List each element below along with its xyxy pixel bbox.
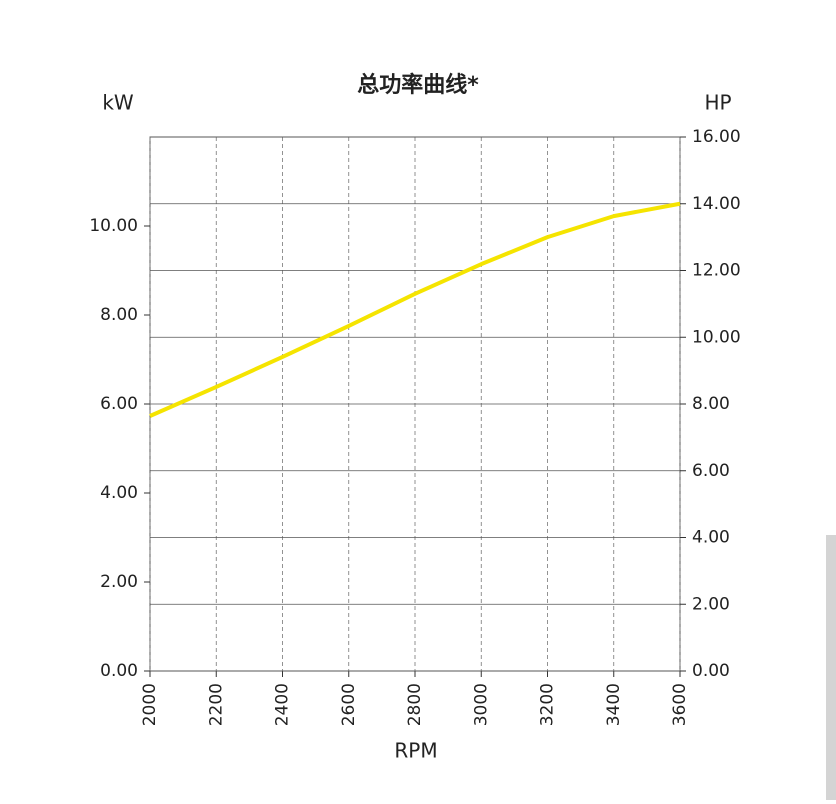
x-tick-label: 2200 bbox=[206, 683, 226, 726]
chart-title: 总功率曲线* bbox=[357, 72, 479, 98]
x-tick-label: 2400 bbox=[273, 683, 293, 726]
y-tick-label: 4.00 bbox=[100, 483, 138, 503]
y-tick-label: 10.00 bbox=[89, 216, 138, 236]
line bbox=[149, 201, 681, 418]
y2-tick-label: 2.00 bbox=[692, 594, 730, 614]
y2-axis-label: HP bbox=[704, 91, 731, 115]
y-axis-label: kW bbox=[102, 91, 134, 115]
x-tick-label: 2800 bbox=[405, 683, 425, 726]
y-tick-label: 2.00 bbox=[100, 572, 138, 592]
x-tick-label: 3600 bbox=[670, 683, 690, 726]
y2-tick-label: 16.00 bbox=[692, 127, 741, 147]
y-tick-label: 6.00 bbox=[100, 394, 138, 414]
y2-tick-label: 12.00 bbox=[692, 261, 741, 281]
scrollbar bbox=[826, 535, 836, 800]
x-tick-label: 2000 bbox=[140, 683, 160, 726]
x-tick-label: 2600 bbox=[339, 683, 359, 726]
x-axis-label: RPM bbox=[394, 739, 437, 763]
y2-tick-label: 0.00 bbox=[692, 661, 730, 681]
y2-tick-label: 8.00 bbox=[692, 394, 730, 414]
y2-tick-label: 4.00 bbox=[692, 528, 730, 548]
y2-tick-label: 10.00 bbox=[692, 327, 741, 347]
y2-tick-label: 6.00 bbox=[692, 461, 730, 481]
y2-tick-label: 14.00 bbox=[692, 194, 741, 214]
x-tick-label: 3400 bbox=[604, 683, 624, 726]
y-tick-label: 8.00 bbox=[100, 305, 138, 325]
y-tick-label: 0.00 bbox=[100, 661, 138, 681]
x-tick-label: 3000 bbox=[471, 683, 491, 726]
x-tick-label: 3200 bbox=[538, 683, 558, 726]
